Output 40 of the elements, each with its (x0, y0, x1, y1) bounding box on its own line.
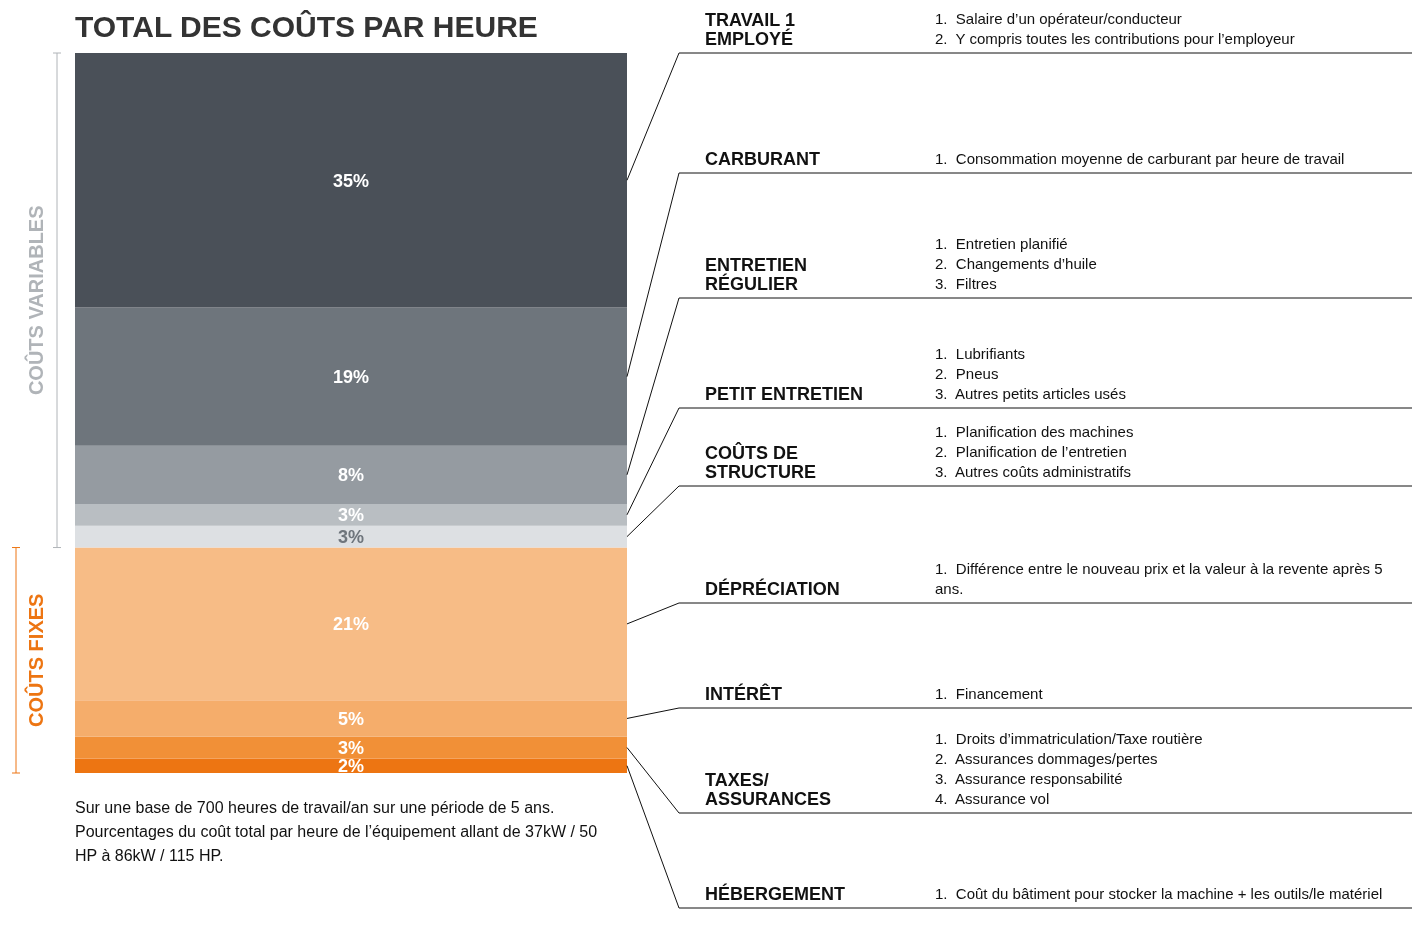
chart-title: TOTAL DES COÛTS PAR HEURE (75, 10, 538, 44)
text: INTÉRÊT (705, 684, 783, 704)
bar (75, 307, 627, 446)
text: 1. Coût du bâtiment pour stocker la machine + les outils/le matériel (935, 884, 1384, 904)
text: 1. Financement (935, 684, 1044, 704)
bar (75, 700, 627, 737)
text: TRAVAIL 1 EMPLOYÉ (705, 10, 796, 49)
text: 1. Consommation moyenne de carburant par heure de travail (935, 149, 1346, 169)
text: TAXES/ ASSURANCES (705, 770, 833, 809)
text: 1. Planification des machines 2. Planification de l’entretien 3. Autres coûts administratifs (935, 422, 1135, 482)
text: COÛTS VARIABLES (24, 205, 48, 396)
bar (75, 445, 627, 504)
data-label: 2% (337, 756, 365, 777)
text: COÛTS DE STRUCTURE (705, 443, 817, 482)
data-label: 35% (332, 170, 370, 191)
text: 1. Salaire d’un opérateur/conducteur 2. Y compris toutes les contributions pour l’employeur (935, 9, 1296, 49)
data-label: 3% (337, 737, 365, 758)
bar (75, 503, 627, 526)
data-label: 3% (337, 527, 365, 548)
text: ENTRETIEN RÉGULIER (705, 255, 808, 294)
bar (75, 758, 627, 773)
text: 1. Droits d’immatriculation/Taxe routière 2. Assurances dommages/pertes 3. Assurance responsabilité 4. Assurance vol (935, 729, 1204, 809)
bar (75, 525, 627, 548)
data-label: 21% (332, 614, 370, 635)
text: PETIT ENTRETIEN (705, 384, 864, 404)
data-label: 19% (332, 367, 370, 388)
text: CARBURANT (705, 149, 821, 169)
text: DÉPRÉCIATION (705, 579, 841, 599)
text: Sur une base de 700 heures de travail/an sur une période de 5 ans. Pourcentages du coût total par heure de l’équipement allant de 37kW / 50 HP à 86kW / 115 HP. (75, 798, 599, 866)
bar (75, 53, 627, 308)
data-label: 3% (337, 505, 365, 526)
data-label: 5% (337, 708, 365, 729)
text: HÉBERGEMENT (705, 884, 846, 904)
data-label: 8% (337, 465, 365, 486)
text: 1. Différence entre le nouveau prix et la valeur à la revente après 5 ans. (935, 559, 1384, 599)
text: 1. Lubrifiants 2. Pneus 3. Autres petits articles usés (935, 344, 1127, 404)
bar (75, 736, 627, 759)
text: 1. Entretien planifié 2. Changements d’huile 3. Filtres (935, 234, 1098, 294)
text: COÛTS FIXES (24, 593, 48, 727)
bar (75, 547, 627, 701)
